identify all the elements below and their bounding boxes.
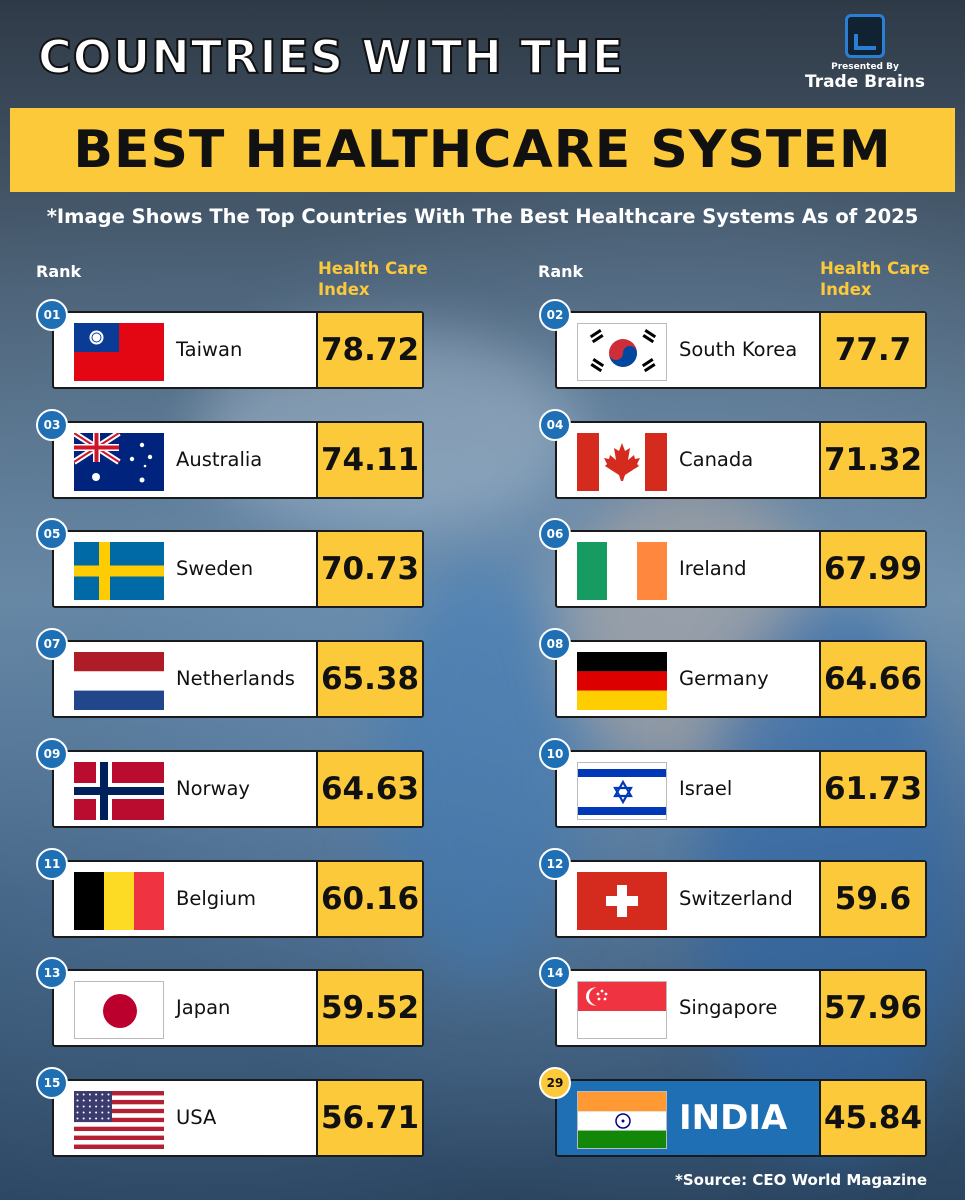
country-card-australia: Australia 74.11 03 xyxy=(36,408,424,499)
country-name: Norway xyxy=(176,776,250,800)
country-card-singapore: Singapore 57.96 14 xyxy=(539,957,927,1048)
title-line-2: BEST HEALTHCARE SYSTEM xyxy=(73,120,892,180)
country-card-israel: Israel 61.73 10 xyxy=(539,737,927,828)
country-card-switzerland: Switzerland 59.6 12 xyxy=(539,847,927,938)
rank-badge: 05 xyxy=(36,518,68,551)
index-header-line1: Health Care xyxy=(318,259,428,278)
country-name: Switzerland xyxy=(679,886,793,910)
health-care-index-value: 56.71 xyxy=(316,1080,422,1155)
australia-flag-icon xyxy=(74,432,164,491)
health-care-index-value: 78.72 xyxy=(316,313,422,387)
country-name: Israel xyxy=(679,776,733,800)
germany-flag-icon xyxy=(577,652,667,711)
index-header-right: Health Care Index xyxy=(820,258,930,300)
index-header-line1: Health Care xyxy=(820,259,930,278)
health-care-index-value: 45.84 xyxy=(819,1080,925,1155)
country-card-taiwan: Taiwan 78.72 01 xyxy=(36,299,424,389)
health-care-index-value: 71.32 xyxy=(819,422,925,497)
country-card-belgium: Belgium 60.16 11 xyxy=(36,847,424,938)
health-care-index-value: 57.96 xyxy=(819,971,925,1046)
japan-flag-icon xyxy=(74,981,164,1040)
country-name: Netherlands xyxy=(176,667,295,691)
country-card-netherlands: Netherlands 65.38 07 xyxy=(36,628,424,719)
country-name: South Korea xyxy=(679,338,798,361)
rank-badge: 12 xyxy=(539,847,571,880)
presented-by-label: Presented By xyxy=(831,62,899,72)
netherlands-flag-icon xyxy=(74,652,164,711)
canada-flag-icon xyxy=(577,432,667,491)
switzerland-flag-icon xyxy=(577,871,667,930)
rank-badge: 02 xyxy=(539,299,571,331)
subtitle: *Image Shows The Top Countries With The … xyxy=(46,205,919,228)
country-card-india: INDIA 45.84 29 xyxy=(539,1066,927,1157)
brand-name: Trade Brains xyxy=(804,72,926,92)
rank-badge: 13 xyxy=(36,957,68,990)
index-header-line2: Index xyxy=(820,280,872,299)
south-korea-flag-icon xyxy=(577,323,667,381)
title-line-1: COUNTRIES WITH THE xyxy=(37,29,625,85)
country-name: Belgium xyxy=(176,886,256,910)
rank-badge: 07 xyxy=(36,628,68,661)
rank-badge: 14 xyxy=(539,957,571,990)
rank-badge: 08 xyxy=(539,628,571,661)
rank-badge: 15 xyxy=(36,1066,68,1099)
country-card-japan: Japan 59.52 13 xyxy=(36,957,424,1048)
country-name: Taiwan xyxy=(176,338,243,361)
health-care-index-value: 77.7 xyxy=(819,313,925,387)
rank-badge: 09 xyxy=(36,737,68,770)
country-card-usa: USA 56.71 15 xyxy=(36,1066,424,1157)
country-card-sweden: Sweden 70.73 05 xyxy=(36,518,424,609)
country-card-canada: Canada 71.32 04 xyxy=(539,408,927,499)
rank-badge: 03 xyxy=(36,408,68,441)
country-card-norway: Norway 64.63 09 xyxy=(36,737,424,828)
index-header-line2: Index xyxy=(318,280,370,299)
rank-badge: 11 xyxy=(36,847,68,880)
country-card-germany: Germany 64.66 08 xyxy=(539,628,927,719)
health-care-index-value: 60.16 xyxy=(316,861,422,936)
health-care-index-value: 67.99 xyxy=(819,532,925,607)
index-header-left: Health Care Index xyxy=(318,258,428,300)
rank-badge: 04 xyxy=(539,408,571,441)
health-care-index-value: 64.66 xyxy=(819,642,925,717)
rank-badge: 06 xyxy=(539,518,571,551)
health-care-index-value: 70.73 xyxy=(316,532,422,607)
country-name: Sweden xyxy=(176,557,254,581)
health-care-index-value: 65.38 xyxy=(316,642,422,717)
country-name: Ireland xyxy=(679,557,747,581)
india-flag-icon xyxy=(577,1090,667,1149)
belgium-flag-icon xyxy=(74,871,164,930)
country-name: USA xyxy=(176,1105,217,1129)
trade-brains-logo-icon xyxy=(845,14,885,58)
title-banner: BEST HEALTHCARE SYSTEM xyxy=(10,108,955,192)
country-name: Canada xyxy=(679,447,754,471)
health-care-index-value: 64.63 xyxy=(316,751,422,826)
rank-header-left: Rank xyxy=(36,262,82,281)
country-name: INDIA xyxy=(679,1097,788,1138)
rank-badge: 10 xyxy=(539,737,571,770)
country-name: Singapore xyxy=(679,996,778,1020)
country-name: Germany xyxy=(679,667,769,691)
israel-flag-icon xyxy=(577,761,667,820)
country-card-south-korea: South Korea 77.7 02 xyxy=(539,299,927,389)
country-name: Japan xyxy=(176,996,231,1020)
country-name: Australia xyxy=(176,447,263,471)
brand-logo: Presented By Trade Brains xyxy=(800,14,930,92)
rank-badge: 29 xyxy=(539,1066,571,1099)
norway-flag-icon xyxy=(74,761,164,820)
usa-flag-icon xyxy=(74,1090,164,1149)
singapore-flag-icon xyxy=(577,981,667,1040)
ireland-flag-icon xyxy=(577,542,667,601)
health-care-index-value: 59.52 xyxy=(316,971,422,1046)
sweden-flag-icon xyxy=(74,542,164,601)
rank-header-right: Rank xyxy=(538,262,584,281)
taiwan-flag-icon xyxy=(74,323,164,381)
health-care-index-value: 59.6 xyxy=(819,861,925,936)
rank-badge: 01 xyxy=(36,299,68,331)
source-note: *Source: CEO World Magazine xyxy=(675,1171,927,1189)
health-care-index-value: 61.73 xyxy=(819,751,925,826)
health-care-index-value: 74.11 xyxy=(316,422,422,497)
country-card-ireland: Ireland 67.99 06 xyxy=(539,518,927,609)
